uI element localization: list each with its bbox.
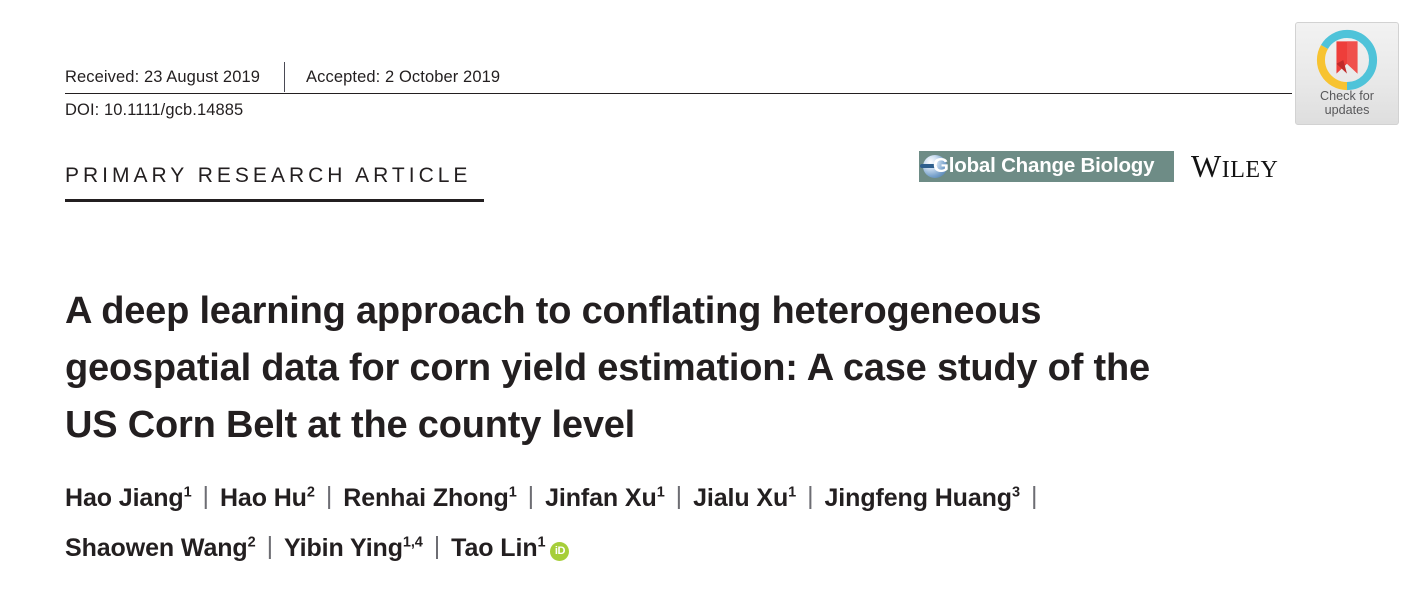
author-name[interactable]: Hao Hu2: [219, 484, 315, 512]
title-line-3: US Corn Belt at the county level: [65, 404, 636, 447]
author-affiliation-marker: 1: [537, 534, 546, 551]
author-separator: |: [1030, 482, 1038, 510]
journal-name: Global Change Biology: [933, 154, 1155, 177]
author-list: Hao Jiang1 | Hao Hu2 | Renhai Zhong1 | Jinfan …: [65, 473, 1325, 573]
author-separator: |: [807, 482, 814, 510]
author-affiliation-marker: 1: [656, 484, 665, 501]
author-separator: |: [325, 482, 333, 510]
author-name[interactable]: Shaowen Wang2: [65, 534, 256, 562]
author-separator: |: [675, 482, 683, 510]
check-for-updates-line2: updates: [1324, 103, 1370, 117]
page-title: A deep learning approach to conflating h…: [65, 283, 1295, 454]
header-rule: [65, 93, 1292, 94]
author-name[interactable]: Tao Lin1: [451, 534, 546, 562]
author-name[interactable]: Jinfan Xu1: [545, 484, 665, 512]
author-affiliation-marker: 1,4: [402, 534, 423, 551]
author-affiliation-marker: 2: [306, 484, 315, 501]
globe-icon: [920, 154, 947, 178]
check-for-updates-badge[interactable]: Check for updates: [1295, 22, 1399, 125]
author-line-2: Shaowen Wang2 | Yibin Ying1,4 | Tao Lin1iD: [65, 523, 1325, 573]
author-affiliation-marker: 1: [183, 484, 192, 501]
title-line-2: geospatial data for corn yield estimatio…: [65, 347, 1150, 390]
author-name[interactable]: Jingfeng Huang3: [824, 484, 1021, 512]
check-for-updates-line1: Check for: [1320, 89, 1374, 103]
crossmark-icon: [1316, 29, 1378, 91]
publisher-logo-rest: ILEY: [1221, 157, 1279, 183]
publisher-logo-cap: W: [1191, 148, 1222, 184]
author-separator: |: [202, 482, 210, 510]
received-date: Received: 23 August 2019: [65, 67, 261, 86]
accepted-date: Accepted: 2 October 2019: [306, 67, 501, 86]
author-name[interactable]: Yibin Ying1,4: [283, 534, 423, 562]
title-line-1: A deep learning approach to conflating h…: [65, 290, 1042, 333]
author-affiliation-marker: 2: [247, 534, 256, 551]
check-for-updates-label: Check for updates: [1320, 89, 1374, 117]
author-name[interactable]: Renhai Zhong1: [343, 484, 517, 512]
publisher-logo[interactable]: WILEY: [1191, 150, 1278, 182]
orcid-icon[interactable]: iD: [550, 542, 570, 561]
author-name[interactable]: Jialu Xu1: [693, 484, 797, 512]
author-affiliation-marker: 1: [788, 484, 797, 501]
author-separator: |: [433, 532, 441, 560]
article-type-rule: [65, 199, 484, 202]
publication-dates: Received: 23 August 2019 Accepted: 2 Oct…: [65, 62, 500, 92]
journal-branding: Global Change Biology WILEY: [919, 150, 1278, 182]
author-separator: |: [266, 532, 274, 560]
author-name[interactable]: Hao Jiang1: [65, 484, 192, 512]
doi-text: DOI: 10.1111/gcb.14885: [65, 101, 244, 119]
author-separator: |: [527, 482, 535, 510]
dates-divider: [284, 62, 286, 92]
article-type-label: PRIMARY RESEARCH ARTICLE: [65, 164, 472, 187]
author-affiliation-marker: 1: [508, 484, 517, 501]
journal-logo[interactable]: Global Change Biology: [919, 150, 1174, 182]
author-affiliation-marker: 3: [1011, 484, 1020, 501]
author-line-1: Hao Jiang1 | Hao Hu2 | Renhai Zhong1 | Jinfan …: [65, 473, 1325, 523]
